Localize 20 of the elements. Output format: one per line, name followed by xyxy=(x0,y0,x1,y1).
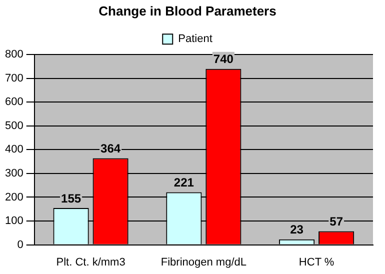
legend-label: Patient xyxy=(178,33,212,46)
y-tick-label: 800 xyxy=(4,48,24,61)
y-tick-label: 600 xyxy=(4,96,24,108)
y-tick-label: 0 xyxy=(17,238,24,251)
y-tick-label: 100 xyxy=(4,215,24,228)
x-tick-label: HCT % xyxy=(298,256,334,268)
data-label: 155 xyxy=(61,191,82,206)
y-tick-label: 300 xyxy=(4,168,24,180)
data-label: 57 xyxy=(330,214,344,229)
data-label: 740 xyxy=(213,52,234,66)
y-tick-label: 400 xyxy=(4,144,24,156)
chart-title: Change in Blood Parameters xyxy=(98,3,276,18)
y-tick-label: 200 xyxy=(4,191,24,204)
data-label: 364 xyxy=(100,142,121,156)
data-label: 221 xyxy=(174,176,194,190)
data-label: 23 xyxy=(290,222,304,237)
x-tick-label: Plt. Ct. k/mm3 xyxy=(56,256,126,268)
y-tick-label: 500 xyxy=(4,120,24,132)
y-tick-label: 700 xyxy=(4,72,24,84)
x-tick-label: Fibrinogen mg/dL xyxy=(160,256,246,268)
